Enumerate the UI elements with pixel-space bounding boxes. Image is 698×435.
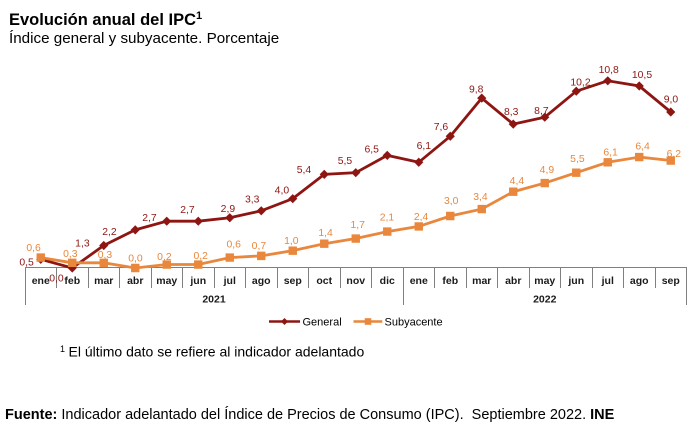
svg-text:2,7: 2,7: [142, 213, 157, 224]
svg-text:Índice general y subyacente. P: Índice general y subyacente. Porcentaje: [9, 30, 279, 47]
svg-text:2,1: 2,1: [380, 212, 395, 223]
svg-text:0,3: 0,3: [98, 250, 113, 261]
svg-text:10,5: 10,5: [632, 70, 652, 81]
svg-text:9,8: 9,8: [469, 85, 484, 96]
svg-text:0,7: 0,7: [252, 241, 267, 252]
svg-text:jul: jul: [223, 275, 236, 287]
svg-text:0,3: 0,3: [63, 249, 78, 260]
svg-text:General: General: [303, 317, 342, 329]
svg-text:jul: jul: [601, 275, 614, 287]
svg-text:Subyacente: Subyacente: [385, 317, 443, 329]
svg-text:5,5: 5,5: [570, 154, 585, 165]
svg-text:4,0: 4,0: [275, 185, 290, 196]
svg-text:ene: ene: [32, 275, 50, 287]
svg-text:may: may: [534, 275, 555, 287]
svg-text:Evolución anual del IPC1: Evolución anual del IPC1: [9, 10, 202, 29]
svg-text:Fuente: Indicador adelantado d: Fuente: Indicador adelantado del Índice …: [5, 406, 615, 423]
svg-text:2,4: 2,4: [414, 212, 429, 223]
svg-text:0,2: 0,2: [193, 251, 208, 262]
svg-text:mar: mar: [94, 275, 113, 287]
svg-text:0,5: 0,5: [19, 258, 34, 269]
svg-text:ene: ene: [410, 275, 428, 287]
svg-text:2022: 2022: [533, 294, 557, 306]
svg-text:oct: oct: [316, 275, 332, 287]
svg-text:8,7: 8,7: [534, 106, 549, 117]
svg-text:sep: sep: [284, 275, 302, 287]
svg-text:5,4: 5,4: [297, 165, 312, 176]
svg-text:feb: feb: [64, 275, 80, 287]
svg-text:0,0: 0,0: [49, 274, 64, 285]
svg-text:0,0: 0,0: [128, 254, 143, 265]
svg-text:7,6: 7,6: [434, 122, 449, 133]
svg-text:0,2: 0,2: [157, 252, 172, 263]
svg-text:10,8: 10,8: [599, 65, 619, 76]
svg-text:4,4: 4,4: [510, 176, 525, 187]
svg-text:3,3: 3,3: [245, 194, 260, 205]
svg-text:1El último dato se refiere al: 1 El último dato se refiere al indicador …: [60, 344, 364, 360]
svg-text:6,1: 6,1: [417, 141, 432, 152]
svg-text:may: may: [156, 275, 177, 287]
svg-text:10,2: 10,2: [570, 77, 590, 88]
svg-text:0,6: 0,6: [26, 243, 41, 254]
svg-text:1,4: 1,4: [318, 228, 333, 239]
svg-text:6,2: 6,2: [667, 149, 682, 160]
svg-text:6,1: 6,1: [603, 148, 618, 159]
svg-text:6,4: 6,4: [635, 142, 650, 153]
svg-text:3,0: 3,0: [444, 196, 459, 207]
svg-text:2,7: 2,7: [180, 205, 195, 216]
svg-text:feb: feb: [442, 275, 458, 287]
svg-text:abr: abr: [127, 275, 143, 287]
svg-text:1,0: 1,0: [284, 236, 299, 247]
svg-text:4,9: 4,9: [540, 165, 555, 176]
svg-text:8,3: 8,3: [504, 107, 519, 118]
svg-text:jun: jun: [189, 275, 206, 287]
svg-text:2021: 2021: [202, 294, 226, 306]
svg-text:2,9: 2,9: [221, 204, 236, 215]
svg-text:abr: abr: [505, 275, 521, 287]
svg-text:9,0: 9,0: [664, 95, 679, 106]
svg-text:mar: mar: [472, 275, 491, 287]
svg-text:sep: sep: [662, 275, 680, 287]
svg-text:jun: jun: [567, 275, 584, 287]
svg-text:2,2: 2,2: [102, 227, 117, 238]
svg-text:5,5: 5,5: [338, 156, 353, 167]
svg-text:1,7: 1,7: [350, 220, 365, 231]
svg-text:ago: ago: [630, 275, 649, 287]
svg-text:1,3: 1,3: [75, 238, 90, 249]
svg-text:dic: dic: [380, 275, 395, 287]
svg-text:ago: ago: [252, 275, 271, 287]
svg-text:nov: nov: [346, 275, 365, 287]
svg-text:0,6: 0,6: [226, 239, 241, 250]
svg-text:3,4: 3,4: [473, 192, 488, 203]
svg-text:6,5: 6,5: [364, 145, 379, 156]
